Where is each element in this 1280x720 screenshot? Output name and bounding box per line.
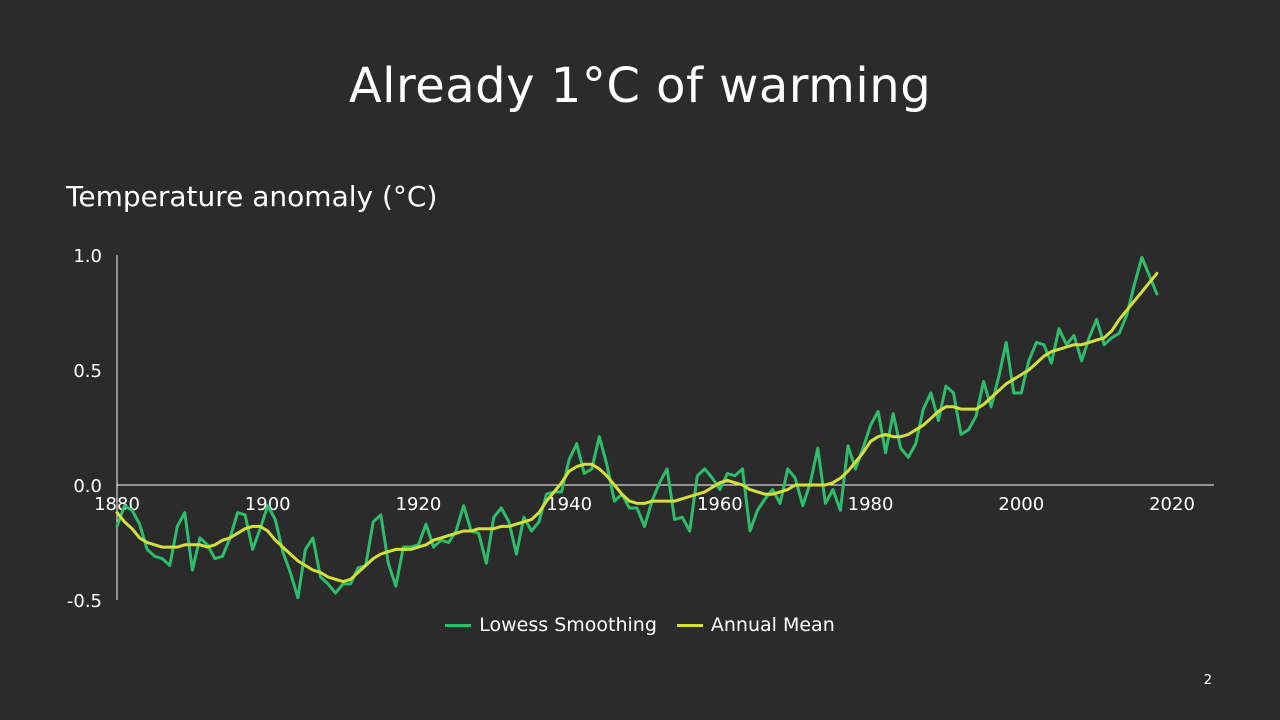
series-line-annual-mean xyxy=(115,255,1159,600)
legend-item-annual-mean: Annual Mean xyxy=(676,614,835,636)
x-tick-label: 2020 xyxy=(1149,494,1195,515)
y-tick-label: 0.0 xyxy=(73,476,102,497)
series-line-lowess-smoothing xyxy=(115,271,1159,584)
slide-title: Already 1°C of warming xyxy=(348,58,932,114)
y-tick-label: -0.5 xyxy=(67,591,102,612)
x-tick-label: 1920 xyxy=(396,494,442,515)
legend-swatch-lowess xyxy=(445,623,472,627)
legend-label-annual-mean: Annual Mean xyxy=(710,614,835,636)
chart-legend: Lowess Smoothing Annual Mean xyxy=(0,614,1280,636)
x-tick-label: 1960 xyxy=(697,494,743,515)
chart-title: Temperature anomaly (°C) xyxy=(66,180,438,213)
y-tick-label: 0.5 xyxy=(73,361,102,382)
legend-label-lowess: Lowess Smoothing xyxy=(479,614,657,636)
legend-item-lowess: Lowess Smoothing xyxy=(445,614,657,636)
x-tick-label: 1980 xyxy=(848,494,894,515)
chart-series xyxy=(115,255,1159,600)
y-tick-label: 1.0 xyxy=(73,246,102,267)
legend-swatch-annual-mean xyxy=(676,623,703,627)
page-number: 2 xyxy=(1203,673,1212,688)
x-tick-label: 1940 xyxy=(546,494,592,515)
x-tick-label: 2000 xyxy=(998,494,1044,515)
